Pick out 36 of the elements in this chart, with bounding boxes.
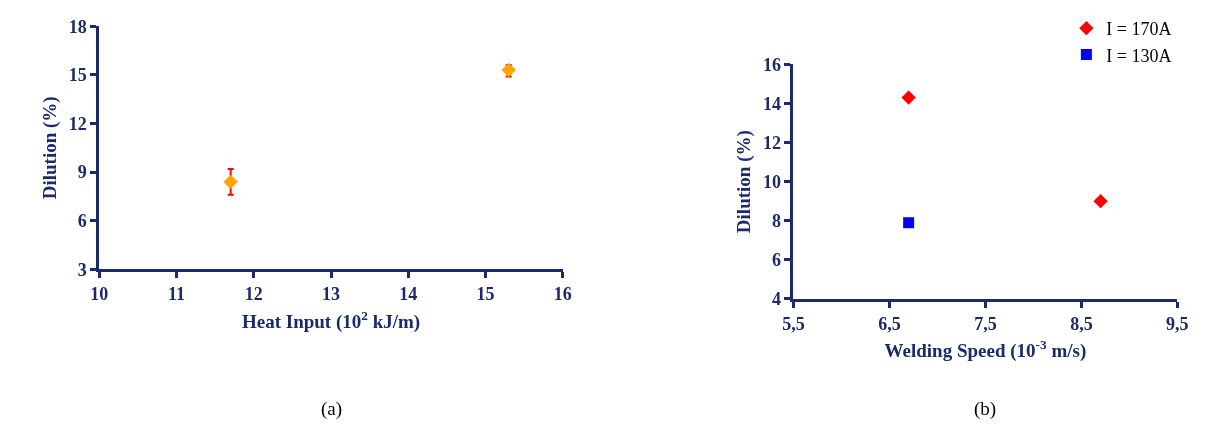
x-tick-label: 12 <box>244 284 263 305</box>
x-tick-label: 14 <box>399 284 418 305</box>
y-tick-label: 12 <box>762 132 781 153</box>
y-tick-label: 15 <box>68 65 87 86</box>
y-tick-label: 16 <box>762 54 781 75</box>
legend-label: I = 130A <box>1106 45 1172 66</box>
x-tick-label: 8,5 <box>1070 313 1093 334</box>
y-axis-title: Dilution (%) <box>38 96 61 200</box>
point <box>1093 194 1108 209</box>
y-tick-label: 10 <box>762 171 781 192</box>
y-tick-label: 18 <box>68 16 87 37</box>
x-tick-label: 7,5 <box>974 313 997 334</box>
x-axis-title: Heat Input (10$^{2}$ kJ/m) <box>241 307 421 333</box>
y-axis-title: Dilution (%) <box>732 130 755 234</box>
x-tick-label: 13 <box>322 284 341 305</box>
y-tick-label: 8 <box>771 211 781 232</box>
text: (b) <box>974 398 997 420</box>
x-tick-label: 5,5 <box>782 313 805 334</box>
point <box>903 217 915 229</box>
legend-label: I = 170A <box>1106 19 1172 40</box>
x-tick-label: 6,5 <box>878 313 901 334</box>
y-tick-label: 3 <box>77 259 87 280</box>
y-tick-label: 9 <box>77 162 87 183</box>
y-tick-label: 6 <box>771 250 781 271</box>
x-tick-label: 11 <box>168 284 186 305</box>
x-tick-label: 10 <box>90 284 109 305</box>
x-tick-label: 15 <box>476 284 495 305</box>
y-tick-label: 6 <box>77 211 87 232</box>
x-axis-title: Welding Speed (10$^{-3}$ m/s) <box>884 337 1087 363</box>
y-tick-label: 14 <box>762 93 781 114</box>
text: (a) <box>321 398 343 420</box>
x-tick-label: 16 <box>553 284 572 305</box>
x-tick-label: 9,5 <box>1166 313 1189 334</box>
y-tick-label: 12 <box>68 113 87 134</box>
y-tick-label: 4 <box>771 289 781 310</box>
point <box>901 90 916 105</box>
